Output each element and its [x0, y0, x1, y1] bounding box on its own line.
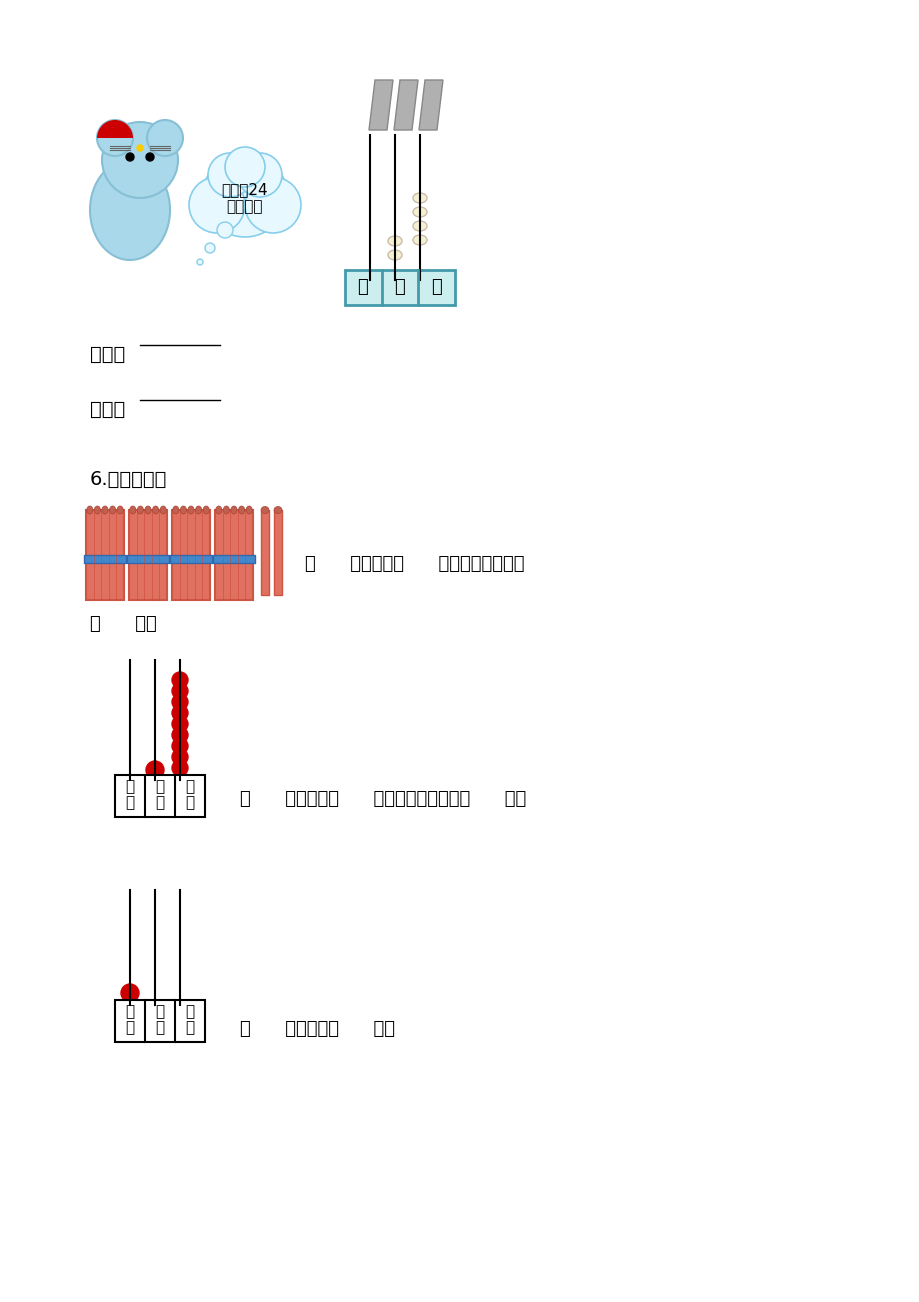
- Circle shape: [137, 145, 142, 151]
- Circle shape: [147, 120, 183, 156]
- Circle shape: [172, 672, 187, 687]
- Ellipse shape: [238, 506, 244, 514]
- Bar: [261, 510, 268, 595]
- Circle shape: [172, 738, 187, 754]
- Text: 位: 位: [155, 796, 165, 811]
- Circle shape: [205, 243, 215, 253]
- Ellipse shape: [388, 236, 402, 246]
- Circle shape: [172, 694, 187, 710]
- Ellipse shape: [274, 506, 282, 513]
- Text: 我买了24: 我买了24: [221, 182, 268, 198]
- Text: （      ）个十和（      ）个一，合起来是（      ）。: （ ）个十和（ ）个一，合起来是（ ）。: [240, 790, 526, 809]
- Ellipse shape: [413, 207, 426, 217]
- Bar: [213, 556, 255, 564]
- Text: 位: 位: [186, 796, 194, 811]
- Text: 位: 位: [125, 796, 134, 811]
- Circle shape: [96, 120, 133, 156]
- Circle shape: [238, 154, 282, 197]
- Polygon shape: [418, 79, 443, 130]
- Text: 百: 百: [125, 1005, 134, 1019]
- Ellipse shape: [102, 506, 108, 514]
- Ellipse shape: [196, 506, 201, 514]
- Circle shape: [188, 177, 244, 233]
- Text: （      ）。: （ ）。: [90, 615, 156, 633]
- Circle shape: [172, 716, 187, 732]
- Ellipse shape: [173, 506, 178, 514]
- Ellipse shape: [137, 506, 143, 514]
- Text: 百: 百: [125, 780, 134, 794]
- Circle shape: [172, 684, 187, 699]
- Circle shape: [146, 154, 153, 161]
- Circle shape: [102, 122, 177, 198]
- Text: 6.看图写数。: 6.看图写数。: [90, 470, 167, 490]
- Text: 位: 位: [155, 1021, 165, 1035]
- Ellipse shape: [413, 234, 426, 245]
- Circle shape: [121, 984, 139, 1003]
- Ellipse shape: [388, 250, 402, 260]
- Text: 读作：: 读作：: [90, 400, 125, 419]
- Bar: [115, 775, 205, 816]
- Ellipse shape: [95, 506, 100, 514]
- Text: 十: 十: [155, 780, 165, 794]
- Ellipse shape: [90, 160, 170, 260]
- Ellipse shape: [216, 506, 221, 514]
- Circle shape: [197, 259, 203, 266]
- Ellipse shape: [223, 506, 229, 514]
- Bar: [345, 270, 455, 305]
- Text: 十: 十: [155, 1005, 165, 1019]
- Ellipse shape: [145, 506, 151, 514]
- Text: 位: 位: [186, 1021, 194, 1035]
- Circle shape: [126, 154, 134, 161]
- Circle shape: [172, 749, 187, 766]
- Ellipse shape: [130, 506, 136, 514]
- Bar: [215, 510, 253, 600]
- Bar: [172, 510, 210, 600]
- Ellipse shape: [180, 506, 187, 514]
- Wedge shape: [96, 120, 133, 138]
- Circle shape: [244, 177, 301, 233]
- Text: 个: 个: [431, 279, 442, 297]
- Ellipse shape: [413, 193, 426, 203]
- Ellipse shape: [413, 221, 426, 230]
- Polygon shape: [393, 79, 417, 130]
- Circle shape: [172, 760, 187, 776]
- Ellipse shape: [246, 506, 252, 514]
- Ellipse shape: [231, 506, 237, 514]
- Text: 写作：: 写作：: [90, 345, 125, 365]
- Text: （      ）个十是（      ）。: （ ）个十是（ ）。: [240, 1019, 394, 1038]
- Text: 个: 个: [186, 780, 194, 794]
- Bar: [85, 510, 124, 600]
- Circle shape: [225, 147, 265, 187]
- Text: （      ）个十和（      ）个一，合起来是: （ ）个十和（ ）个一，合起来是: [305, 555, 524, 573]
- Bar: [84, 556, 126, 564]
- Polygon shape: [369, 79, 392, 130]
- Bar: [115, 1000, 205, 1042]
- Text: 枝铅笔。: 枝铅笔。: [226, 199, 263, 215]
- Circle shape: [208, 154, 252, 197]
- Ellipse shape: [117, 506, 123, 514]
- Ellipse shape: [203, 506, 209, 514]
- Text: 个: 个: [186, 1005, 194, 1019]
- Circle shape: [146, 760, 164, 779]
- Ellipse shape: [187, 506, 194, 514]
- Circle shape: [172, 704, 187, 721]
- Text: 十: 十: [394, 279, 405, 297]
- Circle shape: [172, 727, 187, 743]
- Ellipse shape: [153, 506, 158, 514]
- Bar: [170, 556, 211, 564]
- Text: 位: 位: [125, 1021, 134, 1035]
- Ellipse shape: [109, 506, 116, 514]
- Text: 百: 百: [357, 279, 368, 297]
- Bar: [274, 510, 282, 595]
- Ellipse shape: [160, 506, 166, 514]
- Ellipse shape: [261, 506, 268, 513]
- Bar: [129, 510, 167, 600]
- Circle shape: [203, 154, 287, 237]
- Ellipse shape: [86, 506, 93, 514]
- Circle shape: [217, 223, 233, 238]
- Bar: [127, 556, 169, 564]
